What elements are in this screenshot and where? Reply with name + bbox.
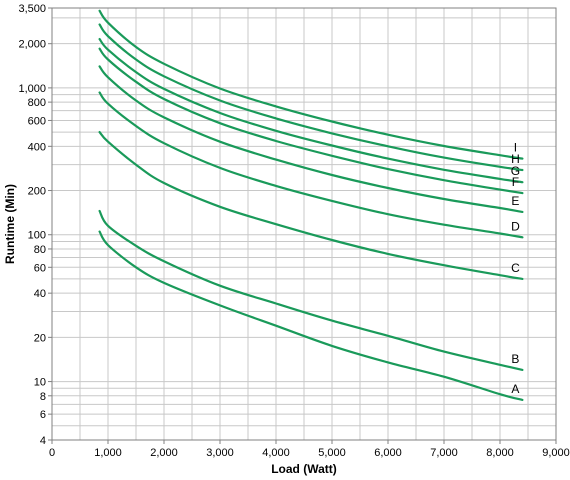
y-tick-label: 1,000 bbox=[18, 83, 46, 95]
series-label-d: D bbox=[511, 219, 520, 233]
y-tick-labels: 4 6 8 10 20 40 60 80 100 200 400 600 800 1,000 2,000 3,… bbox=[18, 3, 46, 447]
y-tick-label: 6 bbox=[40, 409, 46, 421]
series-line-d bbox=[98, 91, 524, 239]
series-lines bbox=[98, 9, 524, 401]
axes bbox=[48, 7, 557, 444]
series-label-g: G bbox=[511, 164, 520, 178]
x-tick-label: 2,000 bbox=[150, 447, 178, 459]
y-tick-label: 200 bbox=[28, 186, 46, 198]
series-label-i: I bbox=[514, 141, 517, 155]
series-line-i bbox=[98, 9, 524, 160]
series-label-h: H bbox=[511, 152, 520, 166]
series-label-a: A bbox=[511, 382, 519, 396]
x-tick-label: 7,000 bbox=[430, 447, 458, 459]
x-tick-label: 8,000 bbox=[486, 447, 514, 459]
y-tick-label: 4 bbox=[40, 435, 46, 447]
x-tick-label: 9,000 bbox=[542, 447, 570, 459]
y-tick-label: 400 bbox=[28, 141, 46, 153]
x-tick-label: 1,000 bbox=[94, 447, 122, 459]
y-tick-label: 3,500 bbox=[18, 3, 46, 15]
y-tick-label: 80 bbox=[34, 244, 46, 256]
y-tick-label: 8 bbox=[40, 391, 46, 403]
y-tick-label: 60 bbox=[34, 262, 46, 274]
x-tick-label: 3,000 bbox=[206, 447, 234, 459]
series-line-g bbox=[98, 38, 524, 184]
x-axis-title: Load (Watt) bbox=[271, 462, 337, 476]
x-tick-labels: 0 1,000 2,000 3,000 4,000 5,000 6,000 7,000 8,00… bbox=[49, 447, 570, 459]
y-tick-label: 40 bbox=[34, 288, 46, 300]
grid-lines bbox=[52, 8, 556, 440]
x-tick-label: 6,000 bbox=[374, 447, 402, 459]
series-line-h bbox=[98, 23, 524, 172]
y-axis-title: Runtime (Min) bbox=[3, 184, 17, 264]
y-tick-label: 600 bbox=[28, 115, 46, 127]
series-line-a bbox=[98, 230, 524, 401]
series-label-e: E bbox=[511, 194, 519, 208]
series-label-c: C bbox=[511, 261, 520, 275]
series-line-e bbox=[98, 65, 524, 213]
x-tick-label: 0 bbox=[49, 447, 55, 459]
series-label-f: F bbox=[512, 175, 519, 189]
y-tick-label: 2,000 bbox=[18, 39, 46, 51]
y-tick-label: 800 bbox=[28, 97, 46, 109]
series-line-b bbox=[98, 209, 524, 371]
x-tick-label: 4,000 bbox=[262, 447, 290, 459]
x-tick-label: 5,000 bbox=[318, 447, 346, 459]
series-line-f bbox=[98, 47, 524, 195]
y-tick-label: 20 bbox=[34, 332, 46, 344]
y-tick-label: 100 bbox=[28, 230, 46, 242]
y-tick-label: 10 bbox=[34, 377, 46, 389]
series-line-c bbox=[98, 131, 524, 280]
series-label-b: B bbox=[511, 352, 519, 366]
plot-border bbox=[51, 7, 557, 441]
